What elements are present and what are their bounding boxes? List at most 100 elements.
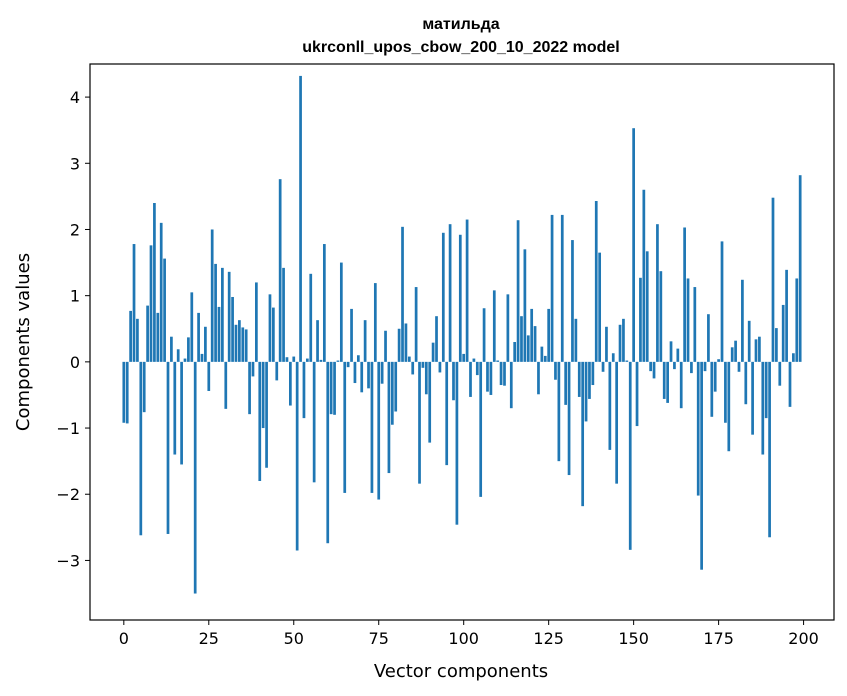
bar	[129, 310, 132, 362]
bar	[289, 361, 292, 406]
bar	[356, 355, 360, 362]
bar	[547, 308, 551, 362]
bar	[744, 361, 748, 405]
bar	[639, 277, 642, 362]
bar	[350, 308, 353, 362]
bars-group	[122, 75, 802, 594]
bar	[258, 361, 262, 481]
bar	[625, 360, 629, 362]
bar	[346, 361, 350, 368]
bar	[153, 203, 156, 362]
bar	[771, 197, 775, 362]
bar	[142, 361, 146, 413]
bar	[472, 358, 476, 362]
bar	[312, 361, 316, 483]
bar	[234, 324, 238, 362]
y-tick-label: 4	[70, 88, 80, 107]
bar	[394, 361, 398, 412]
bar	[282, 267, 285, 362]
bar	[231, 296, 234, 362]
bar	[404, 323, 408, 362]
bar	[462, 353, 466, 362]
bar	[159, 222, 163, 362]
bar	[741, 279, 744, 362]
bar	[353, 361, 357, 384]
bar	[278, 179, 282, 362]
x-tick-label: 125	[533, 629, 564, 648]
bar	[557, 361, 561, 462]
x-tick-label: 50	[284, 629, 304, 648]
bar	[778, 361, 782, 386]
bar	[761, 361, 765, 455]
bar	[275, 361, 279, 381]
y-tick-label: 3	[70, 154, 80, 173]
bar	[628, 361, 632, 550]
bar	[302, 361, 306, 419]
bar	[713, 361, 717, 392]
bar	[710, 361, 714, 417]
bar	[479, 361, 483, 497]
bar	[792, 353, 795, 362]
bar	[207, 361, 211, 391]
bar	[316, 320, 319, 362]
bar	[465, 219, 469, 362]
y-tick-label: 1	[70, 287, 80, 306]
bar	[387, 361, 391, 474]
bar	[560, 214, 564, 362]
bar	[241, 327, 245, 362]
bar	[516, 220, 520, 362]
bar	[397, 328, 401, 362]
chart-title-line2: ukrconll_upos_cbow_200_10_2022 model	[302, 39, 619, 56]
bar	[758, 336, 761, 362]
bar	[683, 227, 686, 362]
bar	[373, 283, 377, 362]
bar	[469, 361, 472, 397]
bar	[319, 359, 323, 362]
bar	[204, 326, 207, 362]
x-tick-label: 75	[369, 629, 389, 648]
bar	[622, 318, 625, 362]
bar	[700, 361, 703, 570]
bar	[486, 361, 489, 392]
x-tick-label: 0	[119, 629, 129, 648]
bar	[656, 224, 659, 362]
bar	[574, 318, 578, 362]
bar	[598, 252, 602, 362]
bar	[166, 361, 170, 534]
bar	[673, 361, 676, 370]
bar	[537, 361, 540, 395]
bar	[268, 294, 272, 362]
bar	[217, 306, 221, 362]
bar	[360, 361, 364, 393]
bar	[326, 361, 330, 544]
bar	[492, 290, 496, 362]
bar	[690, 361, 693, 374]
bar	[200, 353, 204, 362]
bar	[265, 361, 268, 468]
bar	[496, 360, 500, 362]
bar	[377, 361, 381, 500]
bar	[122, 361, 126, 423]
bar	[370, 361, 374, 493]
bar	[272, 307, 275, 362]
bar	[520, 316, 523, 362]
bar	[146, 305, 149, 362]
bar	[601, 361, 605, 372]
bar	[798, 175, 802, 362]
y-tick-label: −1	[56, 419, 80, 438]
bar	[190, 292, 194, 362]
bar	[244, 329, 248, 362]
bar	[605, 326, 608, 362]
bar	[737, 361, 741, 372]
bar	[693, 287, 697, 362]
x-tick-label: 200	[788, 629, 819, 648]
bar	[445, 361, 449, 466]
y-tick-label: −2	[56, 485, 80, 504]
bar	[720, 241, 724, 362]
bar	[734, 340, 737, 362]
bar	[588, 361, 591, 399]
bar	[584, 361, 588, 422]
bar	[747, 320, 751, 362]
bar	[509, 361, 513, 409]
chart-title-line1: матильда	[422, 16, 499, 33]
